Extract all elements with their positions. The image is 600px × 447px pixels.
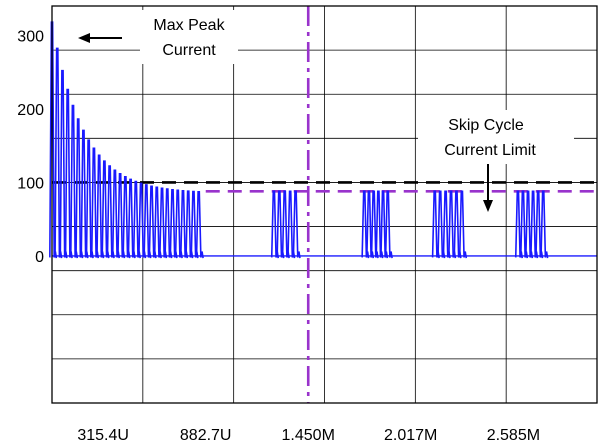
annotation-skip-cycle-bg bbox=[418, 110, 574, 164]
x-tick-label: 315.4U bbox=[77, 427, 129, 444]
y-tick-label: 200 bbox=[17, 102, 44, 119]
pulse-burst bbox=[514, 190, 549, 259]
x-tick-label: 882.7U bbox=[180, 427, 232, 444]
annotation-max-peak-arrowhead bbox=[78, 33, 90, 43]
annotation-max-peak-line2: Current bbox=[162, 42, 216, 59]
pulse-burst bbox=[361, 190, 393, 259]
pulse-spike bbox=[195, 191, 204, 259]
pulse-spike bbox=[540, 190, 549, 259]
pulse-spike bbox=[292, 190, 301, 259]
y-tick-label: 100 bbox=[17, 175, 44, 192]
pulse-spike bbox=[458, 190, 468, 259]
annotation-max-peak-bg bbox=[140, 10, 238, 64]
pulse-burst bbox=[431, 190, 468, 259]
series-layer bbox=[49, 21, 597, 259]
x-tick-label: 1.450M bbox=[282, 427, 335, 444]
x-tick-label: 2.585M bbox=[487, 427, 540, 444]
pulse-burst bbox=[270, 190, 301, 259]
annotation-skip-cycle-arrowhead bbox=[483, 200, 493, 212]
reference-lines bbox=[52, 6, 597, 403]
annotation-skip-cycle-line2: Current Limit bbox=[444, 142, 536, 159]
x-tick-label: 2.017M bbox=[384, 427, 437, 444]
y-tick-label: 0 bbox=[35, 249, 44, 266]
y-axis-ticks: 0 100 200 300 bbox=[17, 28, 44, 266]
annotation-skip-cycle-line1: Skip Cycle bbox=[448, 117, 524, 134]
annotation-max-peak-line1: Max Peak bbox=[153, 17, 225, 34]
annotation-skip-cycle: Skip Cycle Current Limit bbox=[418, 110, 574, 212]
x-axis-ticks: 315.4U 882.7U 1.450M 2.017M 2.585M bbox=[77, 427, 540, 444]
y-tick-label: 300 bbox=[17, 28, 44, 45]
pulse-burst bbox=[49, 21, 204, 259]
plot-frame bbox=[51, 5, 598, 404]
pulse-spike bbox=[384, 190, 393, 259]
annotation-max-peak: Max Peak Current bbox=[78, 10, 238, 64]
